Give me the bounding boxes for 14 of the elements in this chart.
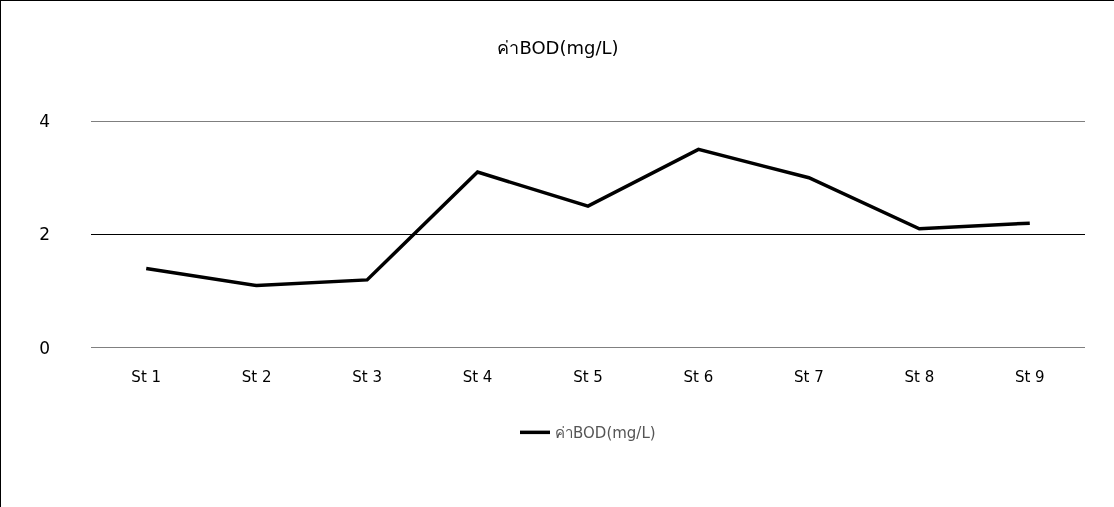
- y-tick-label: 2: [39, 224, 50, 245]
- x-tick-label: St 4: [462, 368, 493, 386]
- x-tick-label: St 3: [352, 368, 382, 386]
- chart-title: ค่าBOD(mg/L): [497, 37, 619, 59]
- x-tick-label: St 7: [794, 368, 824, 386]
- legend-label: ค่าBOD(mg/L): [555, 424, 656, 443]
- x-tick-label: St 5: [573, 368, 603, 386]
- x-tick-label: St 9: [1014, 368, 1045, 386]
- y-tick-label: 4: [39, 110, 50, 131]
- x-tick-label: St 6: [683, 368, 714, 386]
- x-tick-label: St 2: [241, 368, 272, 386]
- y-tick-label: 0: [39, 337, 50, 358]
- x-tick-label: St 1: [131, 368, 162, 386]
- x-tick-label: St 8: [904, 368, 935, 386]
